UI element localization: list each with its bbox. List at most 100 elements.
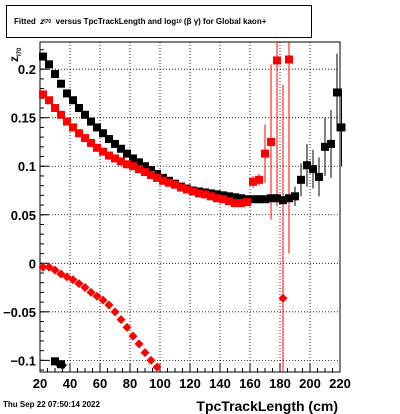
data-point-diamond [122,322,132,332]
data-point-square [39,52,47,61]
data-point-diamond [86,287,96,297]
data-point-square [267,137,275,146]
data-point-square [237,199,245,208]
data-point-square [117,157,125,166]
x-axis-label: TpcTrackLength (cm) [196,398,338,414]
title-prefix: Fitted [14,17,36,26]
footer-date: Thu Sep 22 07:50:14 2022 [3,400,100,409]
data-point-square [141,168,149,177]
x-tick-label: 200 [299,376,321,391]
data-point-square [195,189,203,198]
data-point-square [189,187,197,196]
data-point-square [147,170,155,179]
y-tick-label: 0 [29,256,36,271]
data-point-square [333,88,341,97]
data-point-square [135,165,143,174]
data-point-square [285,55,293,64]
data-markers [38,52,346,372]
y-axis-label-main: z [7,56,21,62]
data-point-square [111,139,119,148]
data-point-square [327,139,335,148]
data-point-square [303,161,311,170]
data-point-square [141,162,149,171]
data-point-diamond [92,291,102,301]
title-log-sub: 10 [176,18,182,25]
data-point-square [273,56,281,65]
data-point-diamond [104,300,114,310]
x-tick-label: 120 [179,376,201,391]
x-tick-label: 40 [63,376,77,391]
x-tick-label: 80 [123,376,137,391]
data-point-square [81,110,89,119]
data-point-square [87,117,95,126]
data-point-square [123,149,131,158]
data-point-square [129,154,137,163]
data-point-square [237,194,245,203]
data-point-diamond [98,295,108,305]
data-point-square [81,134,89,143]
data-point-square [105,151,113,160]
data-point-square [177,183,185,192]
data-point-diamond [74,279,84,289]
y-axis-label-sub: I70 [17,47,23,56]
data-point-square [291,192,299,201]
data-point-square [147,166,155,175]
data-point-square [171,180,179,189]
data-point-square [261,149,269,158]
y-tick-labels: −0.1 −0.05 0 0.05 0.1 0.15 0.2 [3,62,36,368]
data-point-square [183,185,191,194]
data-point-square [249,177,257,186]
data-point-square [249,195,257,204]
x-tick-label: 180 [269,376,291,391]
data-point-square [51,104,59,112]
data-point-square [267,194,275,203]
y-tick-label: 0.05 [11,208,36,223]
data-point-square [321,142,329,151]
data-point-square [75,129,83,138]
data-point-diamond [140,348,150,358]
data-point-square [45,96,53,105]
data-point-diamond [134,339,144,349]
data-point-square [201,190,209,199]
grid-lines [40,42,340,372]
error-bars [252,42,342,372]
title-middle: versus TpcTrackLength and log [55,17,177,26]
data-point-square [63,117,71,126]
data-point-square [337,123,346,132]
data-point-square [285,194,293,203]
data-point-square [225,192,233,201]
data-point-diamond [128,331,138,341]
x-tick-label: 60 [93,376,107,391]
x-tick-label: 220 [329,376,351,391]
data-point-square [105,135,113,144]
data-point-diamond [116,315,126,325]
y-tick-label: 0.1 [18,159,36,174]
data-point-square [159,176,167,185]
data-point-square [261,195,269,204]
svg-text:zI70: zI70 [7,47,23,62]
x-tick-labels: 20 40 60 80 100 120 140 160 180 200 220 [33,376,351,391]
data-point-square [93,143,101,152]
data-point-square [69,96,77,105]
data-point-square [219,195,227,204]
data-point-square [231,199,239,208]
data-point-square [255,175,263,184]
x-tick-label: 140 [209,376,231,391]
x-tick-label: 160 [239,376,261,391]
x-tick-label: 100 [149,376,171,391]
data-point-diamond [146,355,156,365]
data-point-square [231,193,239,202]
data-point-square [93,123,101,132]
data-point-square [57,79,65,88]
title-z-sub: I70 [44,18,52,25]
data-point-square [99,129,107,138]
data-point-square [123,160,131,169]
data-point-square [315,172,323,181]
data-point-diamond [50,265,60,275]
data-point-square [135,158,143,167]
data-point-square [165,178,173,187]
data-point-square [111,154,119,163]
data-point-square [87,138,95,147]
data-point-diamond [58,360,67,370]
